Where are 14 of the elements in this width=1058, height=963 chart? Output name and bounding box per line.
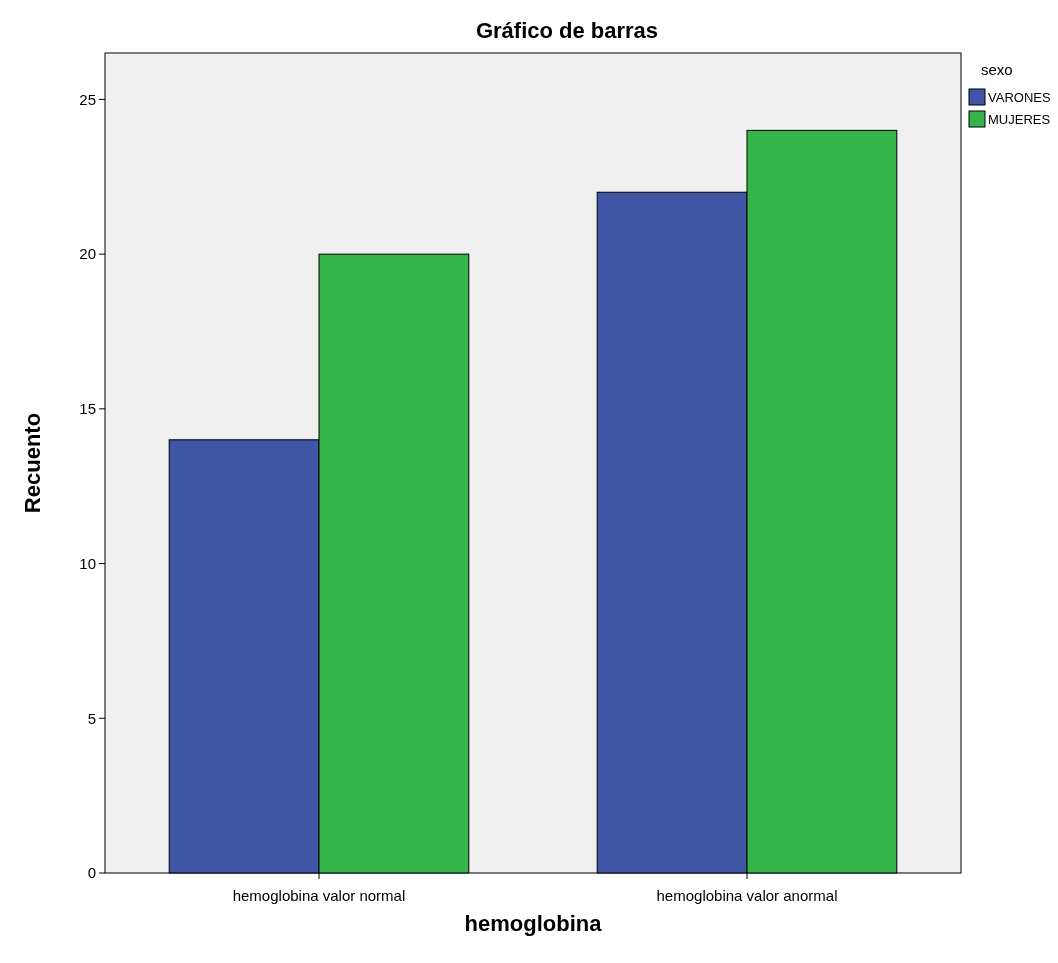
y-tick-label: 5 — [87, 709, 96, 727]
y-tick-label: 0 — [87, 864, 96, 882]
x-axis-title: hemoglobina — [464, 911, 603, 936]
y-tick-label: 15 — [79, 400, 96, 418]
y-tick-label: 10 — [79, 554, 96, 572]
legend-label: VARONES — [988, 89, 1051, 105]
x-tick-label: hemoglobina valor normal — [232, 887, 406, 904]
y-axis-title: Recuento — [20, 412, 45, 514]
y-tick-label: 20 — [79, 245, 96, 263]
x-tick-label: hemoglobina valor anormal — [656, 887, 838, 904]
y-tick-label: 25 — [79, 90, 96, 108]
legend-title: sexo — [981, 61, 1013, 78]
chart-title: Gráfico de barras — [475, 18, 659, 43]
legend-label: MUJERES — [988, 111, 1051, 127]
